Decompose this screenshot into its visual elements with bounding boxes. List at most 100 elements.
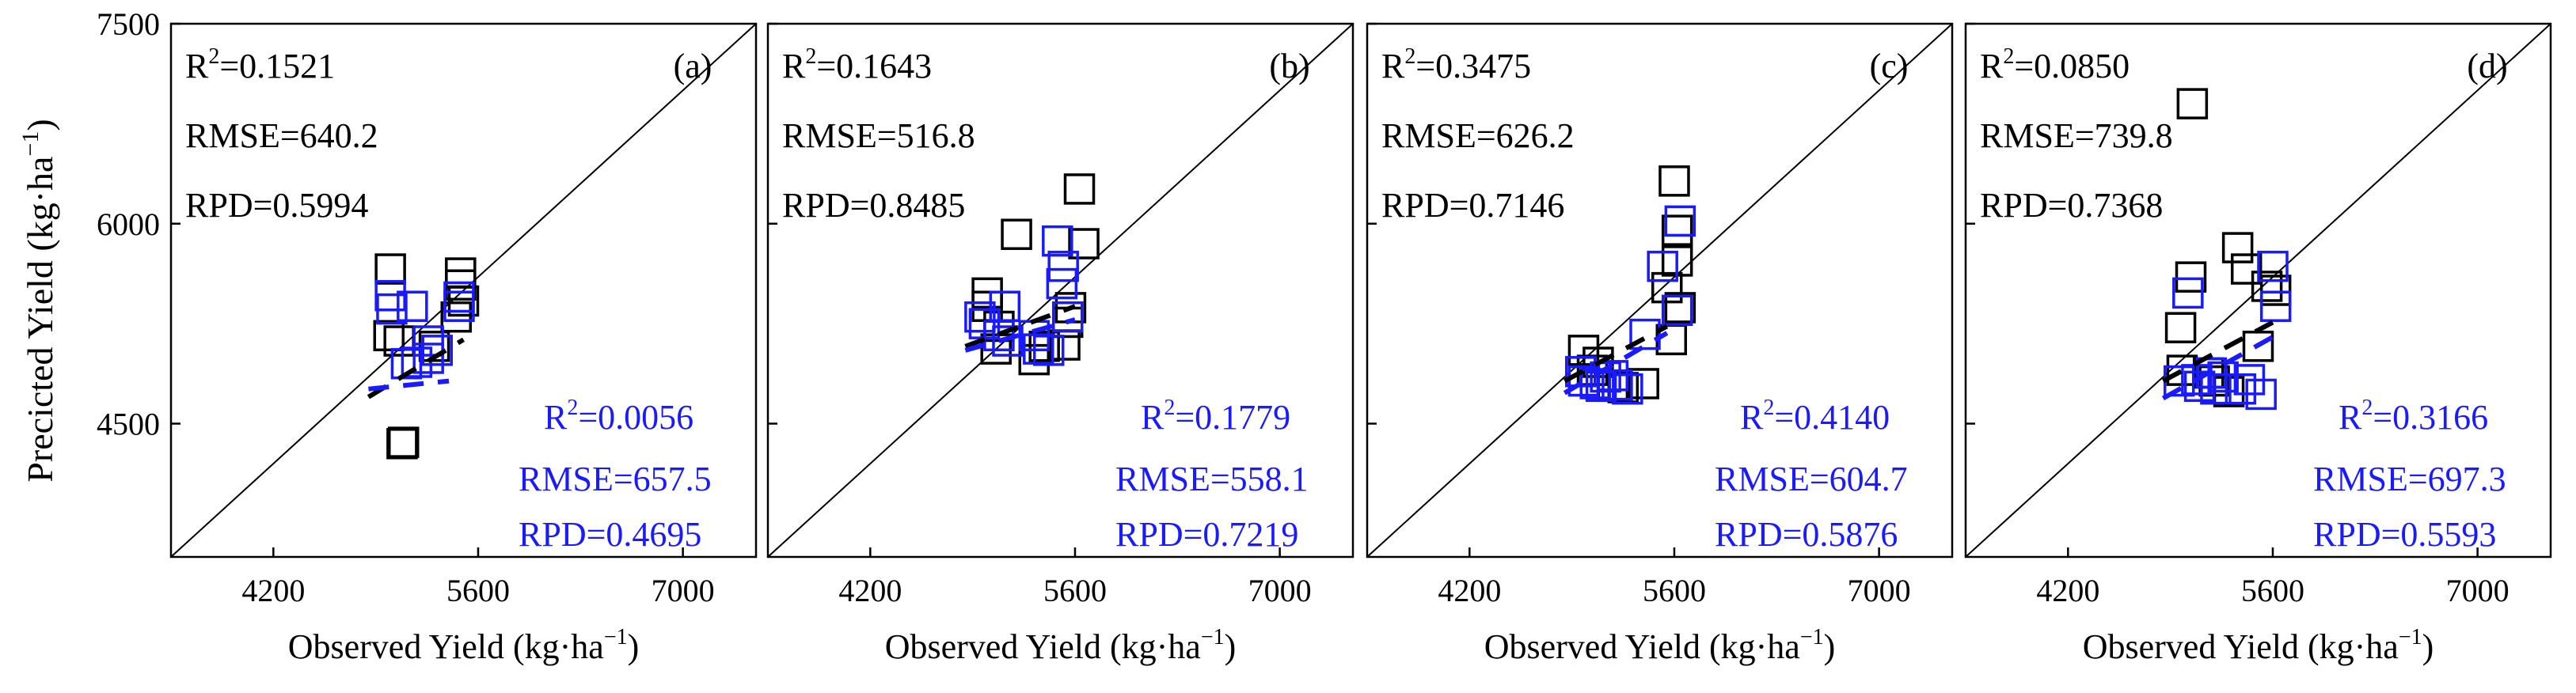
y-axis-label: Precicted Yield (kg·ha−1) (17, 119, 60, 482)
fit-line-black (964, 304, 1077, 349)
data-point-black (1661, 214, 1693, 246)
x-tick-label: 5600 (446, 573, 510, 608)
stat-rpd-blue: RPD=0.7219 (1115, 515, 1298, 554)
stat-rpd-black: RPD=0.8485 (782, 186, 965, 225)
data-point-black (386, 428, 418, 460)
stat-rmse-black: RMSE=640.2 (185, 116, 378, 155)
data-point-blue (964, 301, 996, 333)
one-to-one-line (170, 23, 757, 558)
data-point-black (2230, 253, 2263, 285)
data-point-black (2164, 312, 2197, 343)
stat-rpd-black: RPD=0.7146 (1381, 186, 1564, 225)
data-point-black (1063, 173, 1096, 205)
data-point-black (373, 320, 405, 352)
stat-r2-black: R2=0.0850 (1980, 44, 2130, 85)
data-point-blue (2259, 290, 2292, 322)
stat-rmse-blue: RMSE=657.5 (519, 460, 712, 498)
stat-rpd-blue: RPD=0.4695 (519, 515, 701, 554)
plot-frame (1366, 22, 1954, 559)
x-axis-label: Observed Yield (kg·ha−1) (288, 625, 640, 666)
stat-rmse-black: RMSE=516.8 (782, 116, 975, 155)
stat-rmse-blue: RMSE=604.7 (1715, 460, 1908, 498)
y-tick-label: 7500 (97, 6, 160, 42)
data-point-black (1628, 368, 1659, 400)
panel-label: (c) (1870, 47, 1909, 85)
data-point-blue (376, 293, 408, 325)
data-point-blue (1647, 250, 1678, 282)
data-point-blue (2225, 373, 2257, 405)
data-point-blue (1047, 250, 1079, 282)
x-axis-label-sup: −1 (1201, 625, 1225, 649)
y-tick-label: 4500 (97, 407, 160, 442)
data-point-blue (397, 290, 428, 322)
x-tick-label: 7000 (1848, 573, 1911, 608)
x-tick-label: 4200 (241, 573, 305, 608)
data-point-blue (1601, 369, 1633, 401)
x-axis-label: Observed Yield (kg·ha−1) (2083, 625, 2434, 666)
panel-label: (a) (674, 47, 712, 85)
stat-rmse-black: RMSE=739.8 (1980, 116, 2173, 155)
stat-r2-blue: R2=0.4140 (1740, 396, 1890, 437)
panel-c: 4200 5600 7000 Observed Yield (kg·ha−1) (c) R… (1366, 22, 1954, 666)
data-point-blue (443, 290, 475, 322)
x-axis-label-end: ) (1824, 627, 1836, 666)
x-tick-label: 4200 (1438, 573, 1501, 608)
data-point-black (445, 269, 477, 301)
y-axis-label-end: ) (20, 119, 60, 131)
stat-rpd-black: RPD=0.5994 (185, 186, 368, 225)
data-point-blue (968, 308, 1001, 339)
stat-r2-blue: R2=0.1779 (1141, 396, 1290, 437)
data-point-blue (2200, 373, 2232, 405)
fit-line-blue (964, 317, 1076, 353)
data-point-blue (1629, 318, 1661, 350)
data-point-black (2221, 232, 2254, 263)
stat-rpd-black: RPD=0.7368 (1980, 186, 2163, 225)
plot-frame (169, 22, 758, 559)
data-point-blue (1051, 301, 1084, 333)
data-point-black (447, 285, 480, 317)
data-point-black (1658, 165, 1690, 197)
stat-rmse-blue: RMSE=558.1 (1115, 460, 1309, 498)
data-point-blue (1042, 225, 1073, 257)
plot-frame (766, 22, 1354, 559)
data-point-blue (401, 346, 433, 378)
plot-frame (1964, 22, 2552, 559)
data-point-black (2251, 271, 2283, 302)
panel-a: 4200 5600 7000 7500 6000 4500 Observed Yield (… (97, 6, 758, 666)
x-tick-label: 4200 (838, 573, 902, 608)
data-point-black (440, 301, 473, 333)
y-axis-label-sup: −1 (17, 131, 44, 157)
fit-line-black (1563, 324, 1669, 384)
x-axis-label: Observed Yield (kg·ha−1) (885, 625, 1237, 666)
y-axis-label-main: Precicted Yield (kg·ha (20, 157, 60, 483)
data-point-blue (2172, 277, 2204, 309)
stat-rpd-blue: RPD=0.5876 (1715, 515, 1898, 554)
x-axis-label-main: Observed Yield (kg·ha (1484, 627, 1800, 666)
panel-d: 4200 5600 7000 Observed Yield (kg·ha−1) (d) R… (1964, 22, 2552, 666)
data-point-black (1068, 228, 1100, 259)
data-point-black (1001, 218, 1032, 250)
one-to-one-line (1965, 23, 2551, 558)
x-axis-label-main: Observed Yield (kg·ha (2083, 627, 2399, 666)
panel-label: (b) (1269, 47, 1309, 85)
data-point-black (2259, 275, 2292, 306)
x-axis-label-end: ) (2422, 627, 2434, 666)
x-axis-label-sup: −1 (1800, 625, 1824, 649)
one-to-one-line (1366, 23, 1953, 558)
one-to-one-line (767, 23, 1354, 558)
data-point-blue (412, 343, 444, 374)
fit-line-blue (2161, 335, 2274, 401)
x-axis-label-sup: −1 (2399, 625, 2422, 649)
data-point-black (418, 331, 450, 362)
data-point-blue (421, 335, 453, 366)
stat-r2-black: R2=0.1643 (782, 44, 932, 85)
y-tick-label: 6000 (97, 206, 160, 242)
panel-b: 4200 5600 7000 Observed Yield (kg·ha−1) (b) R… (766, 22, 1354, 666)
data-point-blue (1661, 294, 1693, 327)
data-point-black (2176, 88, 2209, 119)
x-tick-label: 4200 (2036, 573, 2099, 608)
x-axis-label-main: Observed Yield (kg·ha (885, 627, 1201, 666)
data-point-black (374, 253, 406, 285)
fit-line-black (2161, 320, 2274, 384)
